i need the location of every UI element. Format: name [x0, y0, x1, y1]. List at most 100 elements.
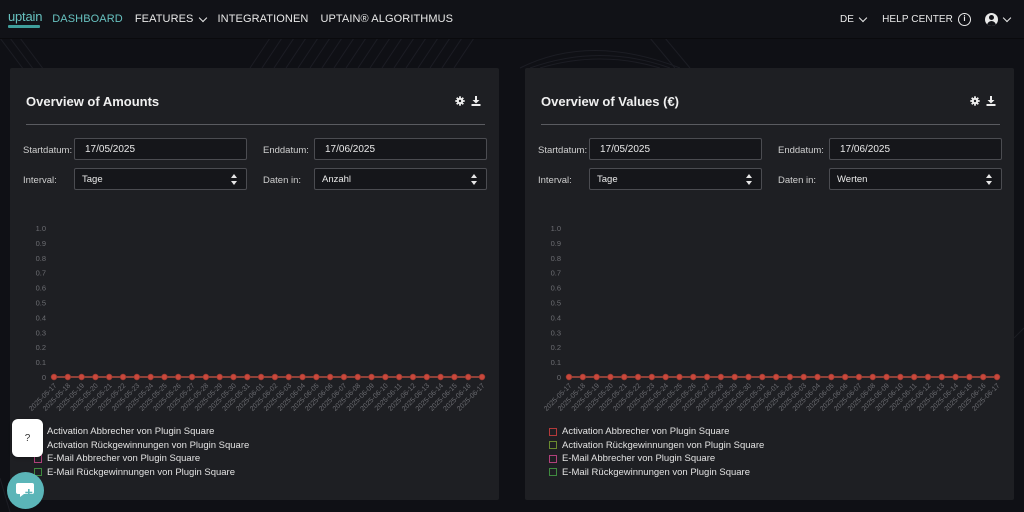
data-point[interactable]	[897, 373, 904, 381]
data-point[interactable]	[147, 373, 154, 381]
data-point[interactable]	[786, 373, 794, 381]
data-point[interactable]	[244, 373, 251, 381]
data-point[interactable]	[409, 373, 417, 381]
data-point[interactable]	[924, 373, 932, 381]
data-point[interactable]	[451, 373, 458, 381]
chat-button[interactable]	[7, 472, 44, 509]
legend-item[interactable]: E-Mail Rückgewinnungen von Plugin Square	[549, 466, 764, 480]
data-point[interactable]	[841, 373, 849, 381]
data-in-select[interactable]: Anzahl	[314, 168, 487, 190]
data-point[interactable]	[299, 373, 306, 381]
legend-item[interactable]: Activation Abbrecher von Plugin Square	[549, 425, 764, 439]
data-point[interactable]	[216, 373, 223, 381]
data-point[interactable]	[326, 373, 334, 381]
data-point[interactable]	[271, 373, 279, 381]
data-point[interactable]	[478, 373, 486, 381]
nav-item-algorithmus[interactable]: UPTAIN® ALGORITHMUS	[320, 13, 453, 25]
data-point[interactable]	[979, 373, 987, 381]
legend-item[interactable]: Activation Rückgewinnungen von Plugin Sq…	[549, 439, 764, 453]
data-point[interactable]	[230, 373, 237, 381]
interval-select[interactable]: Tage	[589, 168, 762, 190]
data-point[interactable]	[423, 373, 430, 381]
data-point[interactable]	[50, 373, 58, 381]
data-point[interactable]	[676, 373, 683, 381]
data-point[interactable]	[395, 373, 403, 381]
data-point[interactable]	[690, 373, 697, 381]
data-point[interactable]	[869, 373, 876, 381]
data-point[interactable]	[883, 373, 890, 381]
legend-item[interactable]: Activation Abbrecher von Plugin Square	[34, 425, 249, 439]
end-date-input[interactable]: 17/06/2025	[829, 138, 1002, 160]
gear-icon[interactable]	[970, 96, 980, 106]
help-bubble[interactable]: ?	[12, 419, 43, 457]
uptain-logo[interactable]: uptain	[8, 10, 42, 28]
data-point[interactable]	[731, 373, 738, 381]
data-point[interactable]	[745, 373, 752, 381]
legend-item[interactable]: Activation Rückgewinnungen von Plugin Sq…	[34, 439, 249, 453]
data-point[interactable]	[800, 373, 807, 381]
data-point[interactable]	[579, 373, 587, 381]
data-point[interactable]	[938, 373, 945, 381]
start-date-input[interactable]: 17/05/2025	[589, 138, 762, 160]
data-point[interactable]	[759, 373, 766, 381]
data-point[interactable]	[313, 373, 320, 381]
data-point[interactable]	[952, 373, 959, 381]
data-point[interactable]	[464, 373, 472, 381]
y-tick-label: 1.0	[36, 224, 46, 233]
data-point[interactable]	[607, 373, 614, 381]
data-point[interactable]	[966, 373, 973, 381]
data-point[interactable]	[993, 373, 1001, 381]
data-point[interactable]	[119, 373, 127, 381]
start-date-label: Startdatum:	[538, 145, 588, 156]
language-selector[interactable]: DE	[840, 13, 868, 25]
data-point[interactable]	[382, 373, 389, 381]
data-point[interactable]	[106, 373, 113, 381]
data-point[interactable]	[257, 373, 265, 381]
data-point[interactable]	[621, 373, 628, 381]
data-point[interactable]	[634, 373, 642, 381]
gear-icon[interactable]	[455, 96, 465, 106]
data-point[interactable]	[202, 373, 210, 381]
data-point[interactable]	[368, 373, 375, 381]
data-point[interactable]	[593, 373, 600, 381]
data-point[interactable]	[437, 373, 444, 381]
legend-item[interactable]: E-Mail Abbrecher von Plugin Square	[34, 452, 249, 466]
data-point[interactable]	[133, 373, 141, 381]
nav-item-features[interactable]: FEATURES	[135, 13, 207, 25]
data-point[interactable]	[78, 373, 85, 381]
legend-item[interactable]: E-Mail Abbrecher von Plugin Square	[549, 452, 764, 466]
data-point[interactable]	[285, 373, 292, 381]
data-in-select[interactable]: Werten	[829, 168, 1002, 190]
data-point[interactable]	[175, 373, 182, 381]
data-point[interactable]	[565, 373, 573, 381]
chevron-down-icon	[858, 13, 868, 22]
data-point[interactable]	[340, 373, 348, 381]
data-point[interactable]	[772, 373, 780, 381]
data-point[interactable]	[814, 373, 821, 381]
start-date-input[interactable]: 17/05/2025	[74, 138, 247, 160]
help-center-link[interactable]: HELP CENTER i	[882, 12, 971, 26]
data-point[interactable]	[64, 373, 72, 381]
data-point[interactable]	[662, 373, 669, 381]
data-point[interactable]	[828, 373, 835, 381]
data-point[interactable]	[354, 373, 361, 381]
data-point[interactable]	[703, 373, 711, 381]
interval-select[interactable]: Tage	[74, 168, 247, 190]
data-point[interactable]	[161, 373, 168, 381]
user-menu[interactable]	[985, 12, 1012, 26]
data-point[interactable]	[910, 373, 918, 381]
legend-item[interactable]: E-Mail Rückgewinnungen von Plugin Square	[34, 466, 249, 480]
chevron-down-icon	[198, 13, 207, 22]
legend-label: E-Mail Rückgewinnungen von Plugin Square	[47, 466, 236, 478]
download-icon[interactable]	[471, 96, 481, 106]
data-point[interactable]	[92, 373, 99, 381]
data-point[interactable]	[855, 373, 863, 381]
values-chart: 00.10.20.30.40.50.60.70.80.91.02025-05-1…	[543, 224, 1001, 413]
nav-item-integrationen[interactable]: INTEGRATIONEN	[218, 13, 309, 25]
data-point[interactable]	[717, 373, 725, 381]
data-point[interactable]	[188, 373, 196, 381]
nav-item-dashboard[interactable]: DASHBOARD	[52, 13, 123, 25]
data-point[interactable]	[648, 373, 656, 381]
end-date-input[interactable]: 17/06/2025	[314, 138, 487, 160]
download-icon[interactable]	[986, 96, 996, 106]
